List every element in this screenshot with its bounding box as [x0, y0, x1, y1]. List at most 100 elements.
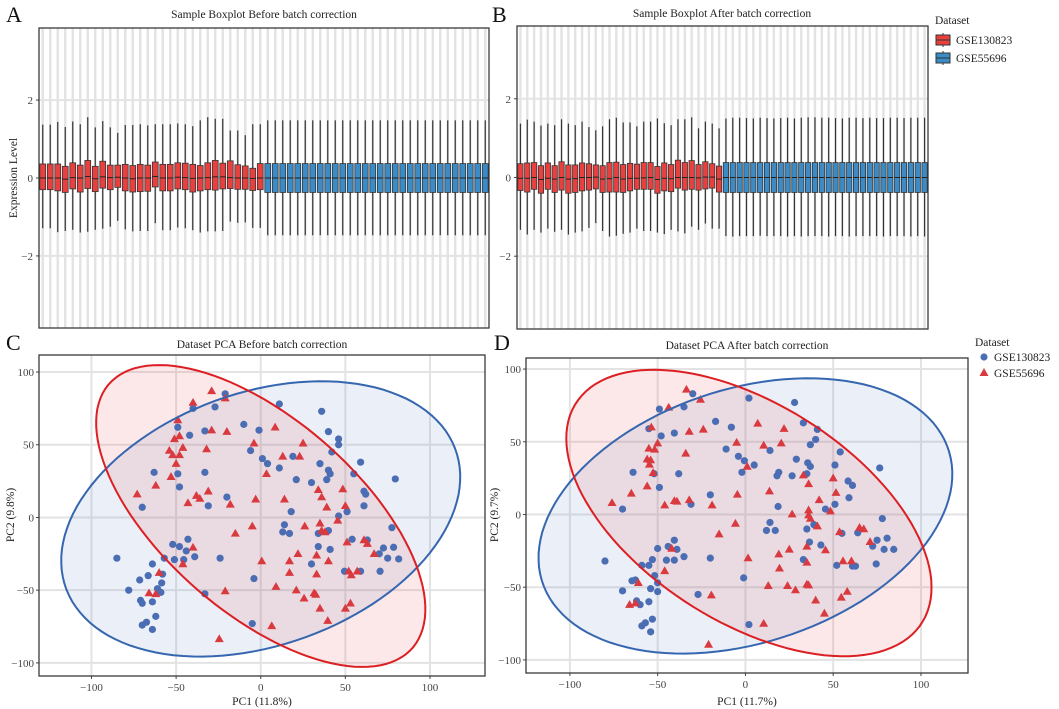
y-tick-label: −100: [498, 655, 521, 667]
point-gse130823: [348, 535, 356, 543]
point-gse130823: [389, 543, 398, 551]
box-body: [69, 162, 77, 190]
box-gse55696: [811, 117, 819, 237]
point-gse130823: [654, 587, 662, 596]
y-tick-label: 0: [506, 173, 512, 185]
point-gse55696: [230, 528, 240, 537]
point-gse130823: [170, 556, 179, 564]
point-gse130823: [645, 561, 653, 569]
point-gse130823: [157, 588, 165, 596]
point-gse130823: [799, 419, 807, 427]
point-gse130823: [745, 394, 753, 402]
x-tick-label: −100: [559, 679, 582, 691]
box-body: [606, 162, 613, 193]
point-gse55696: [633, 578, 643, 587]
panel-b: 2 0 −2: [499, 25, 929, 330]
point-gse130823: [774, 502, 782, 511]
legend-circle-icon: [980, 353, 988, 361]
boxplot-legend: Dataset GSE130823 GSE55696: [935, 15, 1012, 65]
point-gse130823: [766, 446, 774, 455]
point-gse130823: [125, 586, 133, 594]
point-gse130823: [845, 494, 853, 502]
plot-border: [38, 354, 486, 677]
point-gse130823: [307, 560, 316, 568]
box-gse55696: [798, 117, 805, 237]
point-gse130823: [263, 460, 272, 468]
point-gse55696: [183, 498, 193, 507]
point-gse130823: [618, 587, 627, 595]
point-gse55696: [681, 448, 691, 457]
point-gse55696: [820, 545, 830, 554]
box-body: [661, 162, 668, 192]
point-gse130823: [670, 429, 678, 437]
point-gse55696: [814, 495, 824, 504]
box-gse55696: [784, 117, 791, 237]
box-gse130823: [114, 132, 122, 221]
point-gse130823: [670, 536, 678, 544]
box-body: [531, 162, 538, 190]
point-gse55696: [320, 527, 330, 536]
point-gse55696: [831, 488, 841, 496]
point-gse55696: [660, 566, 670, 575]
x-tick-label: 0: [743, 679, 749, 691]
point-gse130823: [362, 490, 370, 498]
box-gse55696: [399, 120, 407, 236]
point-gse55696: [315, 518, 325, 527]
box-gse55696: [763, 118, 771, 237]
pca-legend-title: Dataset: [975, 337, 1010, 349]
point-gse55696: [753, 418, 763, 427]
box-gse130823: [544, 123, 551, 229]
box-gse130823: [606, 119, 613, 237]
ellipse-gse130823: [60, 380, 462, 658]
point-gse55696: [295, 451, 305, 460]
panel-d-ylabel: PC2 (9.7%): [489, 488, 501, 542]
box-gse55696: [436, 120, 444, 236]
ellipse-gse55696: [95, 364, 427, 668]
box-gse55696: [866, 117, 873, 237]
panel-a-title: Sample Boxplot Before batch correction: [171, 9, 357, 21]
box-gse130823: [69, 121, 77, 230]
point-gse55696: [151, 480, 161, 489]
point-gse130823: [745, 620, 753, 629]
point-gse55696: [278, 451, 288, 460]
point-gse130823: [844, 477, 852, 485]
point-gse130823: [175, 542, 184, 551]
point-gse130823: [706, 491, 714, 499]
point-gse55696: [342, 537, 352, 546]
box-gse130823: [647, 121, 654, 232]
point-gse130823: [240, 420, 248, 428]
box-body: [76, 164, 84, 193]
box-gse130823: [166, 124, 174, 231]
point-gse130823: [872, 560, 880, 568]
box-gse130823: [144, 125, 152, 231]
point-gse55696: [151, 589, 161, 598]
point-gse55696: [805, 513, 815, 522]
point-gse55696: [333, 515, 343, 524]
point-gse130823: [216, 554, 224, 562]
pca-legend-item-gse55696: GSE55696: [994, 368, 1045, 380]
box-gse55696: [309, 120, 317, 236]
boxplot-legend-item-gse55696: GSE55696: [956, 53, 1007, 65]
x-tick-label: −50: [649, 679, 667, 691]
point-gse130823: [211, 403, 219, 411]
point-gse130823: [694, 590, 702, 599]
box-gse55696: [894, 117, 901, 237]
point-gse130823: [648, 555, 656, 564]
box-gse130823: [537, 125, 545, 233]
point-gse130823: [287, 508, 295, 516]
point-gse130823: [750, 461, 758, 469]
box-body: [39, 163, 47, 191]
box-gse130823: [84, 117, 92, 232]
ellipse-gse55696: [565, 368, 933, 658]
plot-background: [39, 355, 485, 676]
box-body: [681, 162, 688, 191]
point-gse55696: [784, 544, 794, 553]
y-tick-label: 0: [29, 512, 35, 524]
point-gse55696: [369, 549, 379, 558]
point-gse55696: [174, 450, 184, 459]
point-gse55696: [171, 459, 181, 467]
point-gse55696: [338, 484, 348, 493]
panel-label-b: B: [492, 2, 507, 27]
box-gse130823: [633, 126, 640, 229]
point-gse130823: [316, 460, 324, 468]
